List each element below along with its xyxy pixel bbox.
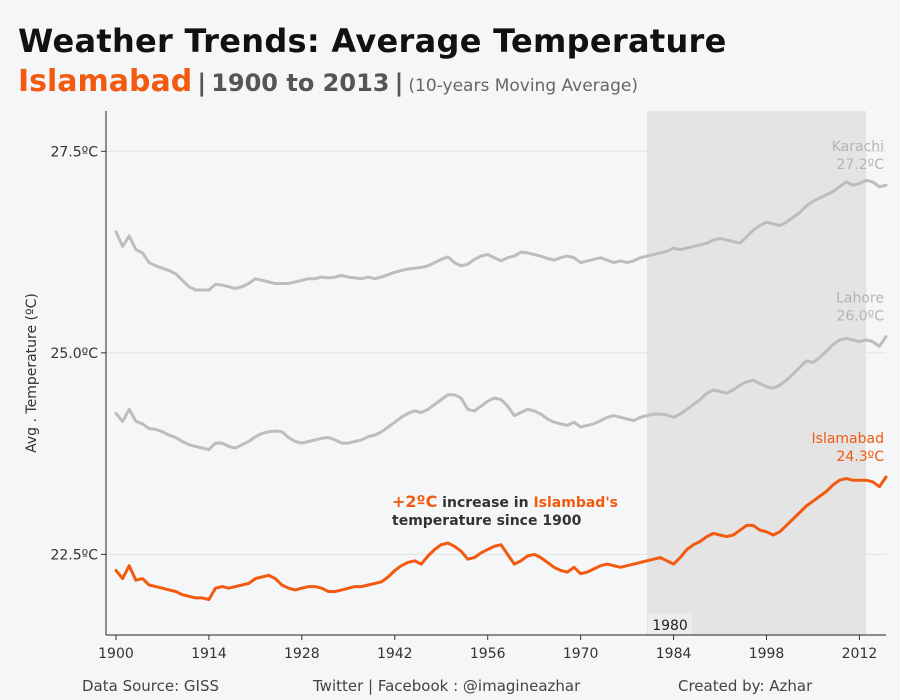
series-end-value-label: 26.0ºC	[836, 309, 884, 325]
series-name-label: Islamabad	[812, 431, 884, 447]
series-line-karachi	[114, 178, 888, 292]
x-tick-label: 1998	[749, 646, 785, 662]
chart-title: Weather Trends: Average Temperature	[18, 22, 727, 60]
series-line-lahore	[114, 335, 888, 452]
subtitle-range: 1900 to 2013	[211, 69, 390, 97]
series-end-value-label: 27.2ºC	[836, 157, 884, 173]
x-tick-label: 1970	[563, 646, 599, 662]
footer-credit: Created by: Azhar	[678, 677, 813, 695]
subtitle-city: Islamabad	[18, 64, 193, 99]
x-tick-label: 1956	[470, 646, 506, 662]
highlight-label: 1980	[652, 618, 688, 634]
y-tick-label: 27.5ºC	[50, 144, 98, 160]
x-tick-label: 1928	[284, 646, 320, 662]
footer-source: Data Source: GISS	[82, 677, 220, 695]
series-name-label: Lahore	[836, 291, 884, 307]
series-end-value-label: 24.3ºC	[836, 449, 884, 465]
x-tick-label: 1942	[377, 646, 413, 662]
subtitle-separator: |	[197, 69, 207, 97]
series-name-label: Karachi	[832, 139, 884, 155]
x-tick-label: 1914	[191, 646, 227, 662]
series-line-islamabad	[114, 475, 888, 601]
annotation-line1: +2ºC increase in Islambad's	[392, 492, 618, 511]
footer-social: Twitter | Facebook : @imagineazhar	[313, 677, 581, 695]
annotation-line2: temperature since 1900	[392, 513, 582, 529]
x-tick-label: 2012	[842, 646, 878, 662]
x-tick-label: 1900	[98, 646, 134, 662]
subtitle-moving-average: (10-years Moving Average)	[408, 76, 638, 96]
y-axis-label: Avg . Temperature (ºC)	[24, 293, 40, 453]
y-tick-label: 22.5ºC	[50, 547, 98, 563]
y-tick-label: 25.0ºC	[50, 346, 98, 362]
highlight-band	[647, 111, 867, 635]
x-tick-label: 1984	[656, 646, 692, 662]
highlight-label-box	[648, 613, 693, 634]
subtitle-separator: |	[394, 69, 404, 97]
chart-subtitle: Islamabad | 1900 to 2013 | (10-years Mov…	[18, 64, 638, 99]
